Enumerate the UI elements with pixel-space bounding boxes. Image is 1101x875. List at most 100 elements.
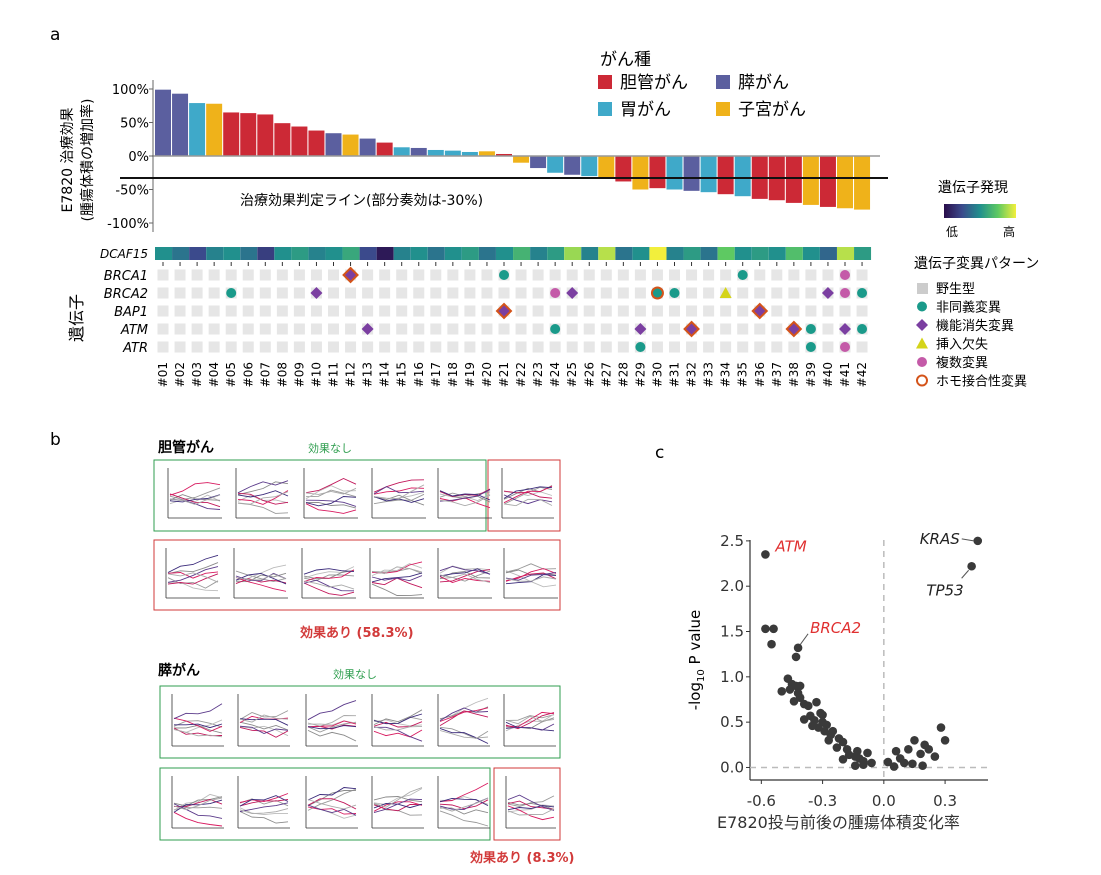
mini-growth-line [439,568,491,577]
sample-label-#32: #32 [685,362,699,387]
dcaf15-cell-#03 [189,247,207,260]
mut-marker-diamond [821,287,834,299]
wildtype-cell [566,305,578,317]
mini-growth-plot [233,548,288,599]
dcaf15-cell-#24 [547,247,565,260]
mut-marker-circle [857,288,868,298]
mini-growth-line [373,494,425,506]
dcaf15-cell-#15 [393,247,411,260]
mini-growth-line [439,565,491,574]
wildtype-cell [686,287,698,299]
mini-growth-line [505,723,555,731]
bar-#34 [717,156,734,195]
wildtype-cell [703,341,715,353]
wildtype-cell [259,287,271,299]
mini-growth-line [239,725,289,737]
volcano-point [803,701,813,711]
mini-growth-line [439,707,489,722]
mini-growth-line [305,501,357,509]
wildtype-cell [396,287,408,299]
sample-label-#13: #13 [361,362,375,387]
wildtype-cell [651,341,663,353]
wildtype-cell [737,305,749,317]
bar-#39 [802,156,819,205]
mini-growth-line [303,566,355,579]
wildtype-cell [686,341,698,353]
dcaf15-cell-#02 [172,247,190,260]
volcano-point [940,735,950,745]
wildtype-cell [447,269,459,281]
volcano-gene-label: ATM [774,537,806,555]
mini-growth-line [439,727,489,744]
wildtype-cell [379,341,391,353]
volcano-point [795,681,805,691]
wildtype-cell [822,269,834,281]
wildtype-cell [651,323,663,335]
mut-marker-multi [840,270,850,280]
mini-growth-line [167,566,219,583]
mini-growth-line [307,720,357,728]
wildtype-cell [310,269,322,281]
group1-no-effect: 効果なし [308,441,352,455]
wildtype-cell [549,341,561,353]
mini-growth-line [239,714,289,723]
wildtype-cell [754,341,766,353]
sample-label-#09: #09 [292,362,306,387]
mini-growth-line [169,487,221,500]
mini-growth-line [439,707,489,722]
dcaf15-cell-#12 [342,247,360,260]
bar-#22 [513,156,530,163]
mini-growth-plot [501,468,554,519]
mini-growth-plot [167,468,222,519]
biliary-effect-box-top [487,459,561,532]
sample-label-#31: #31 [668,362,682,387]
wildtype-cell [379,323,391,335]
mini-growth-line [307,790,357,807]
mini-growth-line [439,570,491,582]
volcano-point [828,726,838,736]
volcano-point [852,746,862,756]
bar-#40 [819,156,836,207]
wildtype-cell [669,323,680,335]
mini-growth-line [173,793,223,811]
sample-label-#33: #33 [702,362,716,387]
dcaf15-cell-#04 [206,247,224,260]
sample-label-#14: #14 [378,362,392,387]
sample-label-#39: #39 [804,362,818,387]
mini-growth-line [371,583,423,597]
gene-label: ATR [122,341,148,356]
sample-label-#22: #22 [514,362,528,387]
mut-legend-label: 機能消失変異 [936,318,1014,334]
volcano-y-label: -log10 P value [686,610,707,711]
pancreatic-no-effect-box-2 [159,767,491,841]
wildtype-cell [293,341,305,353]
wildtype-cell [754,287,766,299]
wildtype-cell [242,305,254,317]
mini-growth-line [173,720,223,728]
bar-#19 [461,151,478,156]
wildtype-cell [788,269,800,281]
dcaf15-cell-#23 [530,247,548,260]
wildtype-cell [447,305,459,317]
wildtype-cell [396,269,408,281]
cancer-legend-swatch [716,75,730,89]
mini-growth-line [303,574,355,581]
wildtype-cell [805,287,817,299]
volcano-point [850,761,860,770]
mut-marker-triangle [719,287,732,298]
mini-growth-line [505,715,555,725]
bar-#23 [530,156,547,169]
dcaf15-cell-#10 [308,247,326,260]
mut-marker-homo-diamond [342,266,359,284]
wildtype-cell [532,287,544,299]
volcano-point [904,745,913,754]
wildtype-cell [669,305,680,317]
bar-#06 [240,113,257,156]
mini-growth-line [167,554,219,573]
wildtype-cell [276,323,288,335]
wildtype-cell [191,287,203,299]
wildtype-cell [430,341,442,353]
mini-growth-line [439,489,491,502]
wildtype-cell [856,269,868,281]
bar-#02 [172,93,189,156]
